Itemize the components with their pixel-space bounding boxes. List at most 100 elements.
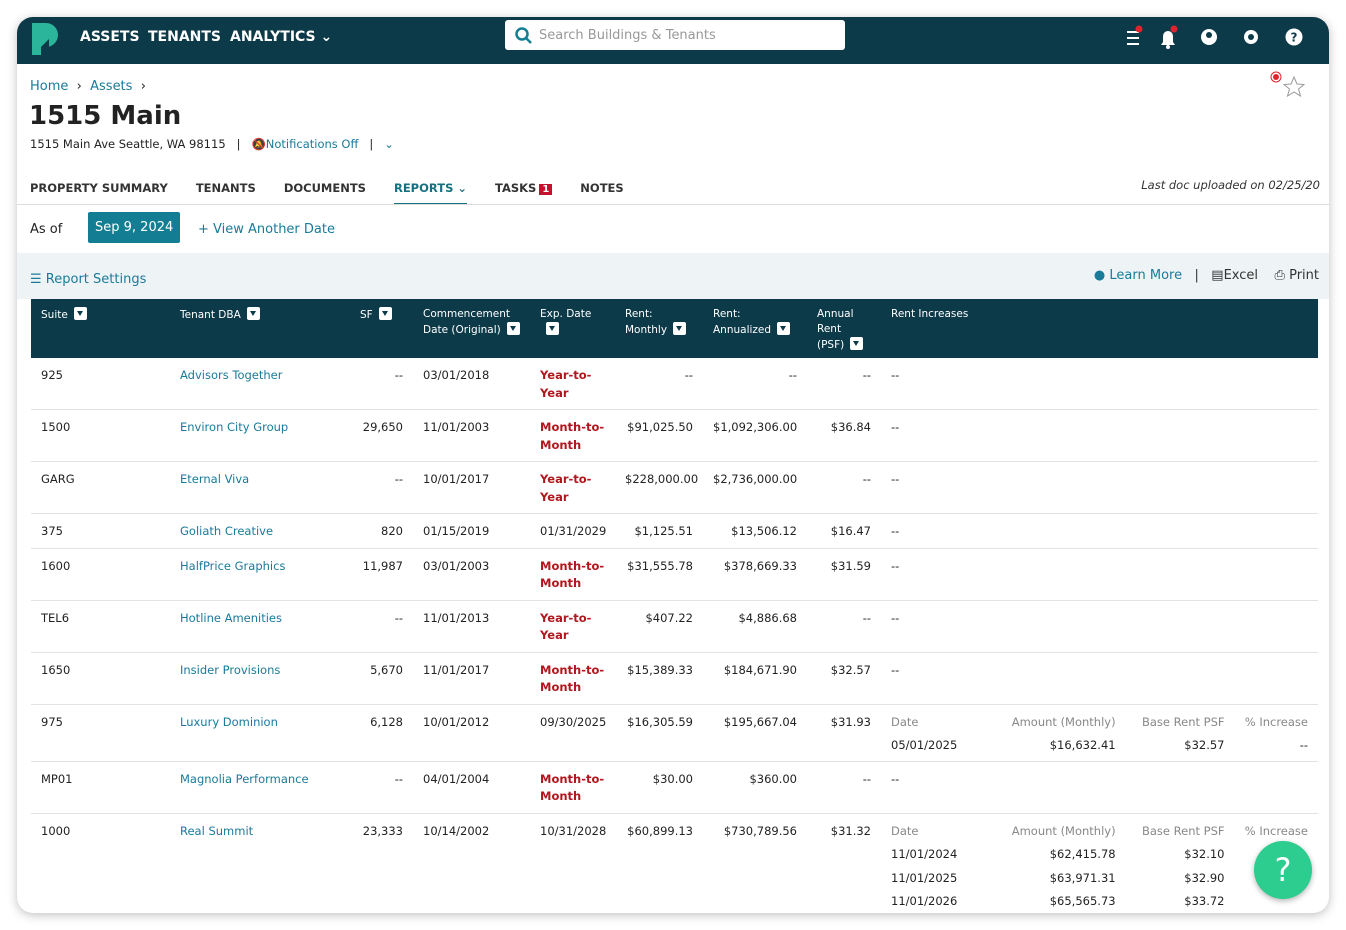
cell-text: 01/15/2019	[423, 524, 490, 538]
table-cell: --	[807, 358, 881, 410]
cell-text: Month-to-Month	[540, 420, 605, 452]
table-cell: 975	[31, 704, 170, 762]
tab-label[interactable]: NOTES	[580, 181, 624, 195]
column-header[interactable]: Exp. Date	[530, 299, 615, 358]
help-button[interactable]: ?	[1254, 841, 1312, 899]
crumb-link[interactable]: Home	[30, 79, 69, 94]
table-cell: --	[881, 409, 1318, 462]
cell-text: $15,389.33	[627, 662, 693, 677]
table-cell: $13,506.12	[703, 513, 807, 549]
tab-label[interactable]: TASKS	[495, 181, 537, 195]
nav-item[interactable]: ASSETS	[80, 29, 140, 45]
tenant-link[interactable]: Luxury Dominion	[180, 714, 278, 729]
sort-dropdown[interactable]	[378, 307, 392, 320]
learn-more[interactable]: ● Learn More	[1093, 268, 1183, 283]
tenant-link[interactable]: Advisors Together	[180, 368, 283, 382]
table-cell: 11/01/2003	[413, 409, 530, 462]
as-of-label: As of	[30, 222, 63, 237]
sort-dropdown[interactable]	[850, 337, 864, 350]
header-row: Suite Tenant DBA SF Commencement Date (Orig…	[31, 299, 1318, 358]
nav-item[interactable]: ANALYTICS ⌄	[230, 29, 333, 45]
rent-increase-row: 11/01/2024$62,415.78$32.10--	[891, 846, 1308, 870]
learn-more-label[interactable]: Learn More	[1109, 268, 1183, 283]
table-cell: 10/31/2028	[530, 813, 615, 913]
tenant-link[interactable]: Eternal Viva	[180, 472, 250, 486]
column-header[interactable]: Annual Rent (PSF)	[807, 299, 881, 358]
crumb-link[interactable]: Assets	[90, 79, 133, 94]
sort-dropdown[interactable]	[73, 307, 87, 320]
tenant-link[interactable]: Goliath Creative	[180, 524, 274, 538]
table-cell: --	[807, 600, 881, 653]
column-header[interactable]: SF	[350, 299, 413, 358]
cell-text: 11/01/2003	[423, 420, 490, 434]
view-another-date[interactable]: + View Another Date	[198, 222, 335, 237]
tenant-link[interactable]: Real Summit	[180, 823, 254, 838]
tab[interactable]: TASKS 1	[495, 181, 553, 205]
column-header[interactable]: Suite	[31, 299, 170, 358]
tenant-link[interactable]: Insider Provisions	[180, 662, 281, 677]
report-settings-label[interactable]: Report Settings	[45, 272, 147, 287]
table-cell: 820	[350, 513, 413, 549]
rent-increase-cell: $32.57	[1184, 738, 1225, 752]
cell-text: 1600	[41, 558, 71, 573]
column-header[interactable]: Rent Increases	[881, 299, 1318, 358]
print-button[interactable]: ⎙ Print	[1274, 268, 1319, 283]
excel-button[interactable]: ▤Excel	[1211, 268, 1259, 283]
column-header[interactable]: Rent: Monthly	[615, 299, 703, 358]
sort-dropdown[interactable]	[673, 322, 687, 335]
nav-item[interactable]: TENANTS	[148, 29, 222, 45]
header-icons[interactable]: ?	[1117, 25, 1317, 55]
column-header[interactable]: Tenant DBA	[170, 299, 350, 358]
tab[interactable]: NOTES	[580, 181, 623, 205]
tab-label[interactable]: TENANTS	[195, 181, 256, 195]
table-cell: Month-to-Month	[530, 652, 615, 705]
notifications-label[interactable]: Notifications Off	[265, 137, 359, 151]
tab[interactable]: TENANTS	[196, 181, 256, 205]
tab-label[interactable]: DOCUMENTS	[283, 181, 366, 195]
tenant-link[interactable]: HalfPrice Graphics	[180, 558, 286, 573]
cell-text: 11/01/2017	[423, 662, 490, 677]
column-header[interactable]: Commencement Date (Original)	[413, 299, 530, 358]
search-box[interactable]: Search Buildings & Tenants	[505, 20, 845, 50]
nav-label[interactable]: ANALYTICS	[230, 29, 316, 45]
cell-text: --	[891, 610, 900, 625]
tenant-link[interactable]: Hotline Amenities	[180, 610, 283, 625]
rent-increase-column: Amount (Monthly)	[1011, 823, 1116, 838]
table-cell: 5,670	[350, 652, 413, 705]
excel-label[interactable]: Excel	[1223, 268, 1259, 283]
cell-text: $91,025.50	[627, 420, 693, 434]
report-settings[interactable]: ☰ Report Settings	[30, 272, 147, 287]
notifications-toggle[interactable]: 🔕Notifications Off	[251, 137, 359, 151]
sort-dropdown[interactable]	[246, 307, 260, 320]
table-cell: 09/30/2025	[530, 704, 615, 762]
table-row: 1000 Real Summit 23,333 10/14/2002 10/31/202…	[31, 813, 1318, 913]
table-cell: Hotline Amenities	[170, 600, 350, 653]
tab-label[interactable]: REPORTS	[393, 181, 454, 195]
tab[interactable]: DOCUMENTS	[284, 181, 366, 205]
table-body: 925 Advisors Together -- 03/01/2018 Year-to-…	[31, 358, 1318, 913]
column-label: SF	[360, 309, 373, 321]
cell-text: 04/01/2004	[423, 771, 490, 786]
print-label[interactable]: Print	[1289, 268, 1319, 283]
more-menu[interactable]: ⌄	[384, 137, 394, 151]
tenant-link[interactable]: Environ City Group	[180, 420, 289, 434]
tab[interactable]: REPORTS ⌄	[393, 181, 467, 205]
table-cell: $184,671.90	[703, 652, 807, 705]
favorite-star[interactable]	[1265, 69, 1305, 101]
tab[interactable]: PROPERTY SUMMARY	[30, 181, 168, 205]
table-cell: Advisors Together	[170, 358, 350, 410]
sort-dropdown[interactable]	[506, 322, 520, 335]
sort-dropdown[interactable]	[777, 322, 791, 335]
cell-text: 1000	[41, 823, 71, 838]
tenant-link[interactable]: Magnolia Performance	[180, 771, 309, 786]
tab-label[interactable]: PROPERTY SUMMARY	[30, 181, 168, 195]
rent-increase-column: % Increase	[1244, 823, 1308, 838]
table-cell: Magnolia Performance	[170, 761, 350, 814]
table-cell: --	[350, 761, 413, 814]
rent-increase-cell: $16,632.41	[1049, 738, 1116, 752]
column-header[interactable]: Rent: Annualized	[703, 299, 807, 358]
date-button[interactable]: Sep 9, 2024	[88, 212, 181, 243]
sort-dropdown[interactable]	[546, 322, 559, 335]
table-cell: Insider Provisions	[170, 652, 350, 705]
cell-text: $1,092,306.00	[713, 420, 798, 434]
